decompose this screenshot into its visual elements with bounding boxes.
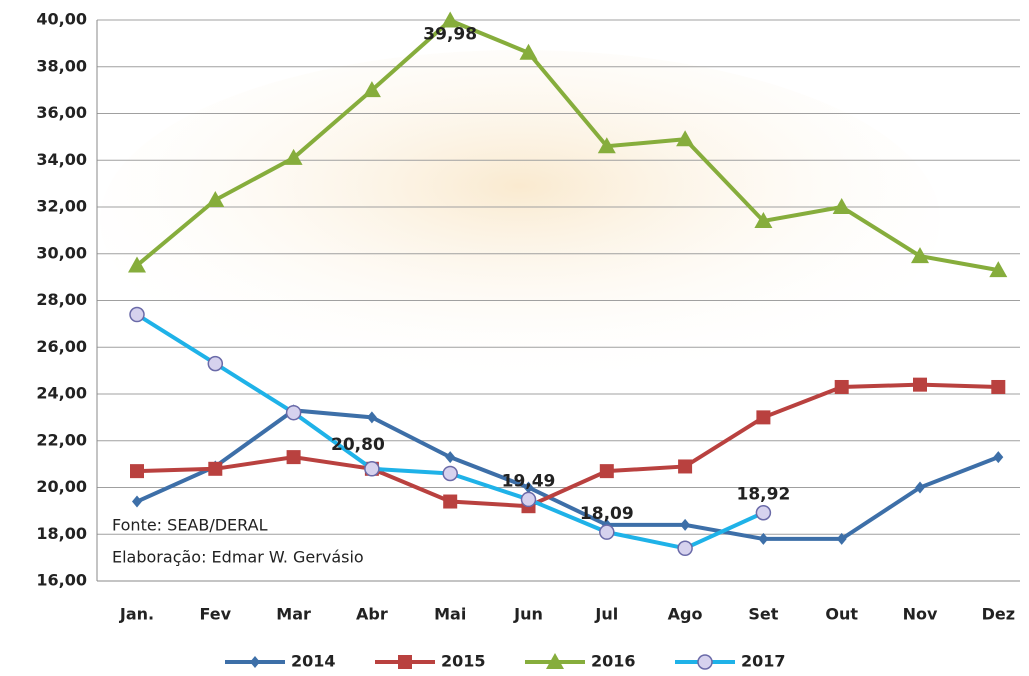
marker [915,481,925,494]
line [136,382,999,509]
x-tick-label: Set [748,605,778,624]
marker [129,306,145,323]
marker [678,459,693,474]
y-tick-label: 20,00 [36,477,87,496]
marker [208,461,223,476]
marker [991,379,1006,394]
marker [676,130,695,147]
value-label: 18,92 [737,485,791,505]
line [136,408,1000,541]
marker [130,464,144,479]
marker [836,532,847,545]
marker [250,656,260,668]
legend-label: 2014 [291,652,336,671]
marker [398,655,412,669]
y-tick-label: 26,00 [36,337,87,356]
value-label: 39,98 [423,24,477,44]
legend-item: 2016 [525,652,636,671]
marker [993,451,1004,464]
marker [832,198,851,214]
legend-label: 2017 [741,652,786,671]
annotation: Elaboração: Edmar W. Gervásio [112,548,364,567]
marker [286,450,301,465]
marker [364,461,380,477]
x-tick-label: Nov [903,605,938,624]
series [130,377,1006,514]
x-tick-label: Out [825,605,858,624]
marker [597,137,616,154]
marker [520,491,537,508]
x-tick-label: Mar [276,605,311,624]
marker [754,212,773,229]
legend-item: 2014 [225,652,336,671]
marker [697,654,713,670]
y-tick-label: 36,00 [36,103,87,122]
x-tick-label: Jul [594,605,618,624]
legend-label: 2015 [441,652,486,671]
marker [677,540,693,557]
legend-item: 2015 [375,652,486,671]
marker [442,465,458,482]
annotation: Fonte: SEAB/DERAL [112,516,268,535]
y-tick-label: 30,00 [36,243,87,262]
x-tick-label: Dez [982,605,1015,624]
value-label: 20,80 [331,435,385,455]
y-tick-label: 38,00 [36,56,87,75]
legend-label: 2016 [591,652,636,671]
marker [680,518,691,531]
marker [599,464,614,479]
y-tick-label: 22,00 [36,430,87,449]
y-tick-label: 40,00 [36,10,87,29]
y-tick-label: 32,00 [36,197,87,216]
marker [546,653,564,669]
marker [284,148,303,165]
x-tick-label: Jun [513,605,543,624]
marker [128,256,146,273]
marker [441,11,460,28]
marker [911,247,929,264]
marker [132,495,142,508]
y-tick-label: 16,00 [36,571,87,590]
marker [913,377,927,392]
value-label: 18,09 [580,504,634,524]
marker [755,504,772,521]
marker [362,81,381,98]
marker [206,190,225,207]
marker [366,411,377,424]
marker [756,410,771,425]
x-tick-label: Mai [434,605,466,624]
y-tick-label: 24,00 [36,384,87,403]
y-tick-label: 28,00 [36,290,87,309]
y-tick-label: 34,00 [36,150,87,169]
marker [599,524,615,540]
legend-item: 2017 [675,652,786,671]
series [128,11,1008,278]
marker [443,494,458,509]
value-label: 19,49 [502,471,556,491]
line [135,18,999,273]
y-tick-label: 18,00 [36,524,87,543]
marker [523,481,534,494]
background-image [100,50,940,390]
marker [989,261,1008,278]
marker [758,532,769,545]
x-tick-label: Fev [200,605,232,624]
marker [445,451,456,464]
x-tick-label: Abr [356,605,388,624]
marker [834,379,849,394]
x-tick-label: Ago [668,605,703,624]
marker [519,43,538,60]
marker [207,355,224,372]
marker [285,404,302,421]
series [129,306,772,557]
x-tick-label: Jan. [119,605,154,624]
